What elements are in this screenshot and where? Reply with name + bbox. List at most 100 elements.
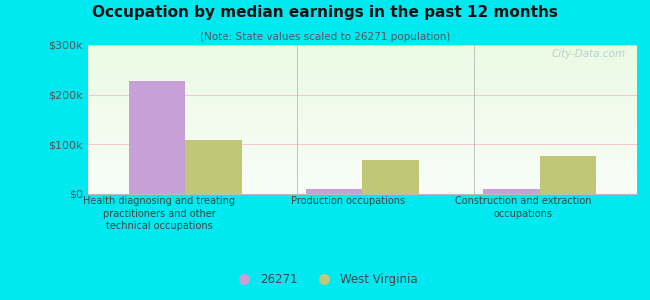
Bar [88, 67, 637, 68]
Bar [88, 174, 637, 175]
Bar [88, 93, 637, 94]
Bar [88, 122, 637, 123]
Text: Production occupations: Production occupations [291, 196, 405, 206]
Bar [88, 70, 637, 71]
Bar [88, 80, 637, 81]
Bar [88, 131, 637, 132]
Bar [88, 160, 637, 161]
Bar [88, 77, 637, 78]
Bar [88, 140, 637, 141]
Bar [88, 63, 637, 64]
Bar [88, 108, 637, 109]
Bar [88, 123, 637, 124]
Bar [363, 160, 419, 194]
Bar [88, 157, 637, 158]
Bar [88, 96, 637, 97]
Bar [88, 118, 637, 119]
Bar [88, 145, 637, 146]
Bar [88, 171, 637, 172]
Bar [88, 144, 637, 145]
Bar [88, 116, 637, 117]
Bar [88, 148, 637, 149]
Bar [88, 169, 637, 170]
Bar [88, 49, 637, 50]
Bar [88, 119, 637, 120]
Bar [88, 179, 637, 180]
Bar [88, 64, 637, 65]
Bar [88, 51, 637, 52]
Bar [88, 168, 637, 169]
Bar [88, 192, 637, 193]
Bar [88, 66, 637, 67]
Bar [88, 68, 637, 69]
Bar [88, 120, 637, 121]
Bar [88, 173, 637, 174]
Bar [88, 46, 637, 47]
Text: City-Data.com: City-Data.com [552, 50, 626, 59]
Bar [306, 188, 363, 194]
Bar [88, 128, 637, 129]
Bar [88, 106, 637, 107]
Bar [88, 56, 637, 57]
Bar [88, 59, 637, 60]
Bar [88, 73, 637, 74]
Bar [88, 103, 637, 104]
Bar [88, 84, 637, 85]
Bar [88, 129, 637, 130]
Bar [88, 127, 637, 128]
Bar [88, 72, 637, 73]
Bar [88, 99, 637, 100]
Bar [88, 135, 637, 136]
Bar [88, 95, 637, 96]
Bar [88, 115, 637, 116]
Bar [88, 74, 637, 75]
Text: Health diagnosing and treating
practitioners and other
technical occupations: Health diagnosing and treating practitio… [83, 196, 235, 231]
Bar [88, 57, 637, 58]
Bar [88, 153, 637, 154]
Bar [88, 81, 637, 82]
Bar [88, 100, 637, 101]
Bar [88, 98, 637, 99]
Bar [88, 47, 637, 48]
Bar [88, 62, 637, 63]
Bar [88, 191, 637, 192]
Text: (Note: State values scaled to 26271 population): (Note: State values scaled to 26271 popu… [200, 32, 450, 41]
Bar [88, 45, 637, 46]
Bar [88, 188, 637, 189]
Bar [88, 146, 637, 147]
Bar [88, 137, 637, 138]
Bar [88, 136, 637, 137]
Bar [88, 61, 637, 62]
Bar [88, 162, 637, 163]
Bar [88, 85, 637, 86]
Bar [88, 155, 637, 156]
Bar [88, 52, 637, 53]
Bar [88, 102, 637, 103]
Bar [88, 83, 637, 84]
Bar [88, 180, 637, 181]
Bar [88, 55, 637, 56]
Bar [88, 90, 637, 91]
Bar [88, 88, 637, 89]
Bar [88, 181, 637, 182]
Bar [483, 188, 540, 194]
Bar [88, 69, 637, 70]
Bar [88, 151, 637, 152]
Bar [88, 187, 637, 188]
Bar [88, 133, 637, 134]
Bar [88, 170, 637, 171]
Bar [88, 101, 637, 102]
Bar [88, 156, 637, 157]
Bar [88, 190, 637, 191]
Text: Occupation by median earnings in the past 12 months: Occupation by median earnings in the pas… [92, 4, 558, 20]
Bar [88, 158, 637, 159]
Bar [88, 161, 637, 162]
Bar [88, 141, 637, 142]
Bar [88, 126, 637, 127]
Bar [88, 50, 637, 51]
Bar [88, 159, 637, 160]
Bar [88, 94, 637, 95]
Bar [88, 111, 637, 112]
Bar [88, 149, 637, 150]
Bar [88, 105, 637, 106]
